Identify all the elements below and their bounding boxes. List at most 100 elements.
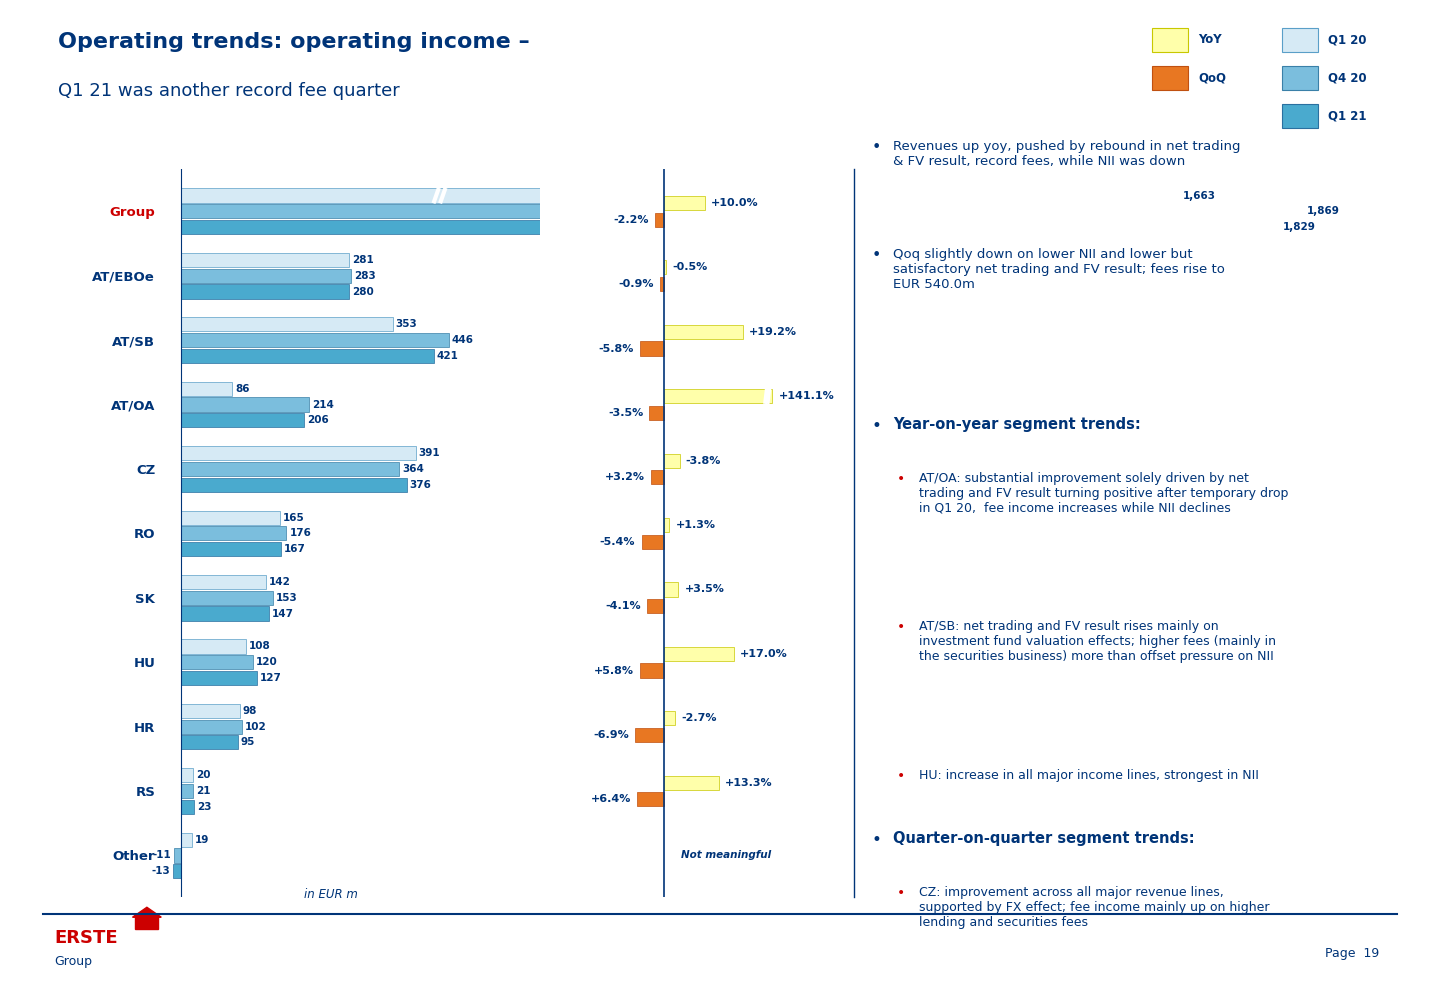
Text: +3.2%: +3.2% [605, 473, 645, 483]
Bar [180, 736, 238, 750]
Text: 214: 214 [312, 400, 334, 410]
Bar [664, 776, 719, 790]
Text: Page  19: Page 19 [1325, 947, 1380, 960]
Bar [180, 204, 1303, 218]
Text: 353: 353 [396, 319, 418, 329]
Text: 283: 283 [354, 271, 376, 281]
Text: 20: 20 [196, 771, 210, 781]
Bar [180, 414, 304, 428]
Text: 21: 21 [196, 786, 210, 796]
Text: 281: 281 [353, 255, 374, 265]
Bar [180, 462, 399, 477]
Text: 153: 153 [275, 593, 297, 603]
Text: •: • [871, 248, 881, 263]
Bar [651, 471, 664, 485]
Bar [180, 542, 281, 556]
Text: 1,869: 1,869 [1306, 206, 1339, 216]
Text: 167: 167 [284, 544, 305, 554]
Bar [647, 599, 664, 613]
Text: -13: -13 [151, 866, 170, 876]
Text: -4.1%: -4.1% [605, 601, 641, 611]
Text: Quarter-on-quarter segment trends:: Quarter-on-quarter segment trends: [893, 831, 1194, 846]
Text: 19: 19 [194, 834, 209, 844]
Text: -3.5%: -3.5% [608, 408, 644, 418]
Bar [180, 333, 449, 347]
Text: 23: 23 [197, 802, 212, 812]
Text: AT/SB: net trading and FV result rises mainly on
investment fund valuation effec: AT/SB: net trading and FV result rises m… [919, 620, 1276, 663]
Bar [180, 575, 266, 589]
Text: +19.2%: +19.2% [749, 327, 798, 337]
Text: -6.9%: -6.9% [593, 730, 629, 740]
Text: +13.3%: +13.3% [724, 778, 772, 788]
Bar [180, 526, 287, 540]
Text: •: • [897, 886, 906, 900]
Text: 102: 102 [245, 722, 266, 732]
Bar [180, 784, 193, 799]
Bar [180, 590, 272, 605]
Text: •: • [871, 417, 881, 435]
Text: CZ: improvement across all major revenue lines,
supported by FX effect; fee inco: CZ: improvement across all major revenue… [919, 886, 1269, 929]
Text: 142: 142 [269, 577, 291, 587]
Bar [655, 212, 664, 226]
Bar [664, 389, 772, 404]
Bar [664, 195, 706, 210]
Text: 364: 364 [402, 464, 425, 474]
Text: 376: 376 [409, 480, 432, 490]
Text: 176: 176 [289, 528, 311, 538]
Text: -5.8%: -5.8% [599, 344, 634, 354]
Bar [664, 325, 743, 339]
Bar [664, 582, 678, 596]
Text: -11: -11 [153, 850, 171, 860]
Bar [664, 647, 734, 661]
Bar [660, 277, 664, 291]
Text: 127: 127 [261, 673, 282, 683]
Text: +141.1%: +141.1% [779, 391, 834, 401]
Bar [180, 398, 310, 412]
Text: •: • [897, 620, 906, 634]
Text: Not meaningful: Not meaningful [681, 850, 770, 860]
Bar [180, 655, 253, 669]
Text: ERSTE: ERSTE [55, 929, 118, 947]
Text: Q1 21: Q1 21 [1328, 109, 1367, 123]
Text: 1,829: 1,829 [1283, 222, 1316, 232]
Bar [180, 268, 351, 283]
Bar [180, 317, 393, 331]
Text: Operating trends: operating income –: Operating trends: operating income – [58, 32, 530, 52]
Bar [642, 534, 664, 549]
Bar [180, 671, 256, 685]
Bar [180, 349, 433, 363]
Text: 421: 421 [436, 351, 458, 361]
Bar [638, 793, 664, 807]
Text: 108: 108 [249, 641, 271, 651]
Bar [174, 848, 180, 862]
Bar [173, 864, 180, 878]
Text: -2.2%: -2.2% [613, 214, 648, 224]
Text: +3.5%: +3.5% [684, 584, 724, 594]
Text: in EUR m: in EUR m [304, 887, 357, 900]
Bar [664, 260, 665, 274]
Text: +10.0%: +10.0% [711, 198, 759, 208]
Text: 206: 206 [307, 416, 330, 426]
Text: Q1 21 was another record fee quarter: Q1 21 was another record fee quarter [58, 82, 399, 100]
Bar [180, 510, 279, 524]
Bar [635, 728, 664, 742]
Text: -0.5%: -0.5% [672, 262, 707, 272]
Text: 280: 280 [351, 286, 373, 296]
Bar [180, 253, 350, 267]
Text: QoQ: QoQ [1198, 71, 1225, 85]
Bar [180, 606, 269, 621]
Text: Qoq slightly down on lower NII and lower but
satisfactory net trading and FV res: Qoq slightly down on lower NII and lower… [893, 248, 1224, 291]
Text: +17.0%: +17.0% [740, 649, 788, 659]
Text: Year-on-year segment trends:: Year-on-year segment trends: [893, 417, 1140, 432]
Text: 86: 86 [235, 384, 249, 394]
Bar [664, 454, 680, 468]
Text: •: • [871, 140, 881, 155]
Bar [664, 517, 670, 532]
Bar [639, 341, 664, 356]
Bar [180, 768, 193, 783]
Bar [639, 663, 664, 678]
Bar [180, 832, 192, 846]
Text: •: • [897, 769, 906, 783]
Text: AT/OA: substantial improvement solely driven by net
trading and FV result turnin: AT/OA: substantial improvement solely dr… [919, 472, 1289, 514]
Text: Q4 20: Q4 20 [1328, 71, 1367, 85]
